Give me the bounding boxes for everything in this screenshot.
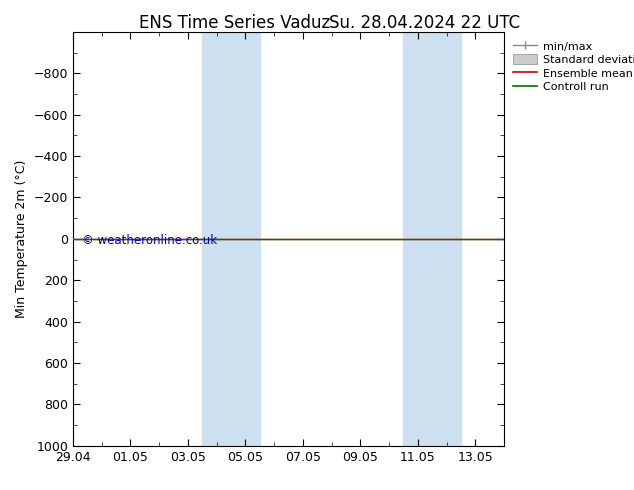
Text: ENS Time Series Vaduz: ENS Time Series Vaduz [139,14,330,32]
Legend: min/max, Standard deviation, Ensemble mean run, Controll run: min/max, Standard deviation, Ensemble me… [510,37,634,96]
Bar [202,32,260,446]
Text: Su. 28.04.2024 22 UTC: Su. 28.04.2024 22 UTC [329,14,521,32]
Bar [403,32,461,446]
Y-axis label: Min Temperature 2m (°C): Min Temperature 2m (°C) [15,160,28,318]
Text: © weatheronline.co.uk: © weatheronline.co.uk [82,234,217,247]
